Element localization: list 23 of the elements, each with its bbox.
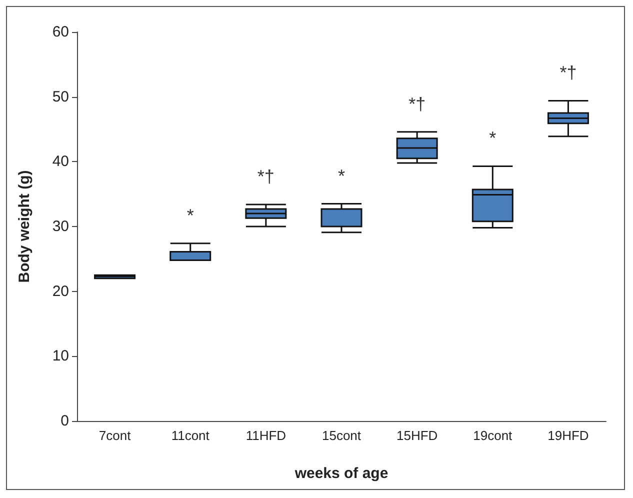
figure-frame: * *† * *† * *† Body weight (g) weeks of age 0 10 20 30 40 50 60 7cont 11cont 11HFD 15cont 15HFD 19cont 19HFD: [6, 6, 625, 490]
annotation: *: [338, 166, 346, 186]
y-tick-label: 20: [52, 282, 69, 300]
annotation: *: [186, 205, 194, 226]
x-tick-label: 11cont: [171, 428, 210, 443]
x-tick-label: 15cont: [322, 428, 362, 443]
annotation: *†: [408, 94, 426, 114]
y-tick-label: 60: [52, 24, 69, 40]
y-tick-label: 0: [60, 412, 69, 430]
y-tick-label: 50: [52, 88, 69, 106]
x-tick-label: 19cont: [473, 428, 513, 443]
x-tick-label: 7cont: [98, 428, 132, 443]
y-axis-title: Body weight (g): [16, 170, 33, 283]
annotation: *†: [257, 166, 274, 186]
y-tick-label: 40: [52, 153, 69, 170]
annotation: *†: [560, 62, 577, 83]
annotation: *: [489, 128, 496, 148]
y-tick-label: 10: [52, 348, 69, 365]
y-tick-label: 30: [52, 218, 69, 235]
x-tick-label: 19HFD: [548, 428, 589, 443]
x-axis-title: weeks of age: [294, 465, 388, 482]
x-tick-label: 15HFD: [396, 428, 438, 443]
x-tick-label: 11HFD: [246, 428, 286, 443]
